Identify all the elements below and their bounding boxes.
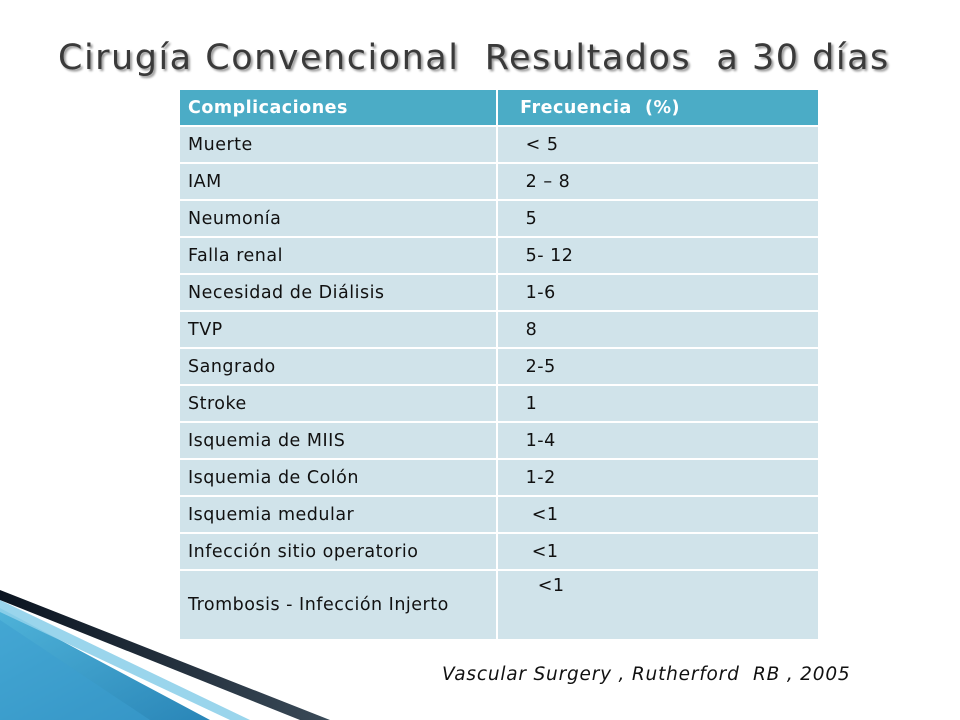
cell-frequency: 2-5 [496, 348, 818, 386]
table-row: Neumonía 5 [180, 200, 818, 238]
cell-complication: Isquemia de Colón [180, 459, 498, 497]
cell-complication: IAM [180, 163, 498, 201]
cell-complication: TVP [180, 311, 498, 349]
table-row: Muerte < 5 [180, 126, 818, 164]
cell-complication: Isquemia medular [180, 496, 498, 534]
cell-frequency: 1-4 [496, 422, 818, 460]
table-row: Falla renal 5- 12 [180, 237, 818, 275]
complications-table: Complicaciones Frecuencia (%) Muerte < 5… [180, 90, 818, 641]
decorative-corner-swoosh [0, 590, 330, 720]
table-row: TVP 8 [180, 311, 818, 349]
table-row: Necesidad de Diálisis 1-6 [180, 274, 818, 312]
cell-frequency: <1 [496, 533, 818, 571]
cell-complication: Falla renal [180, 237, 498, 275]
cell-frequency: 1 [496, 385, 818, 423]
table-row: Isquemia de Colón 1-2 [180, 459, 818, 497]
table-row: Trombosis - Infección Injerto <1 [180, 570, 818, 641]
table-header-row: Complicaciones Frecuencia (%) [180, 90, 818, 127]
cell-frequency: 5 [496, 200, 818, 238]
cell-frequency: 2 – 8 [496, 163, 818, 201]
cell-complication: Stroke [180, 385, 498, 423]
cell-frequency: 5- 12 [496, 237, 818, 275]
cell-frequency: <1 [496, 570, 818, 641]
table-row: Isquemia de MIIS 1-4 [180, 422, 818, 460]
cell-frequency: <1 [496, 496, 818, 534]
table-row: Isquemia medular <1 [180, 496, 818, 534]
cell-complication: Infección sitio operatorio [180, 533, 498, 571]
cell-complication: Isquemia de MIIS [180, 422, 498, 460]
header-complicaciones: Complicaciones [180, 90, 498, 127]
cell-frequency: 1-2 [496, 459, 818, 497]
table-row: IAM 2 – 8 [180, 163, 818, 201]
cell-frequency: 8 [496, 311, 818, 349]
header-frecuencia: Frecuencia (%) [496, 90, 818, 127]
table-row: Infección sitio operatorio <1 [180, 533, 818, 571]
citation: Vascular Surgery , Rutherford RB , 2005 [442, 664, 851, 685]
cell-complication: Sangrado [180, 348, 498, 386]
table-row: Stroke 1 [180, 385, 818, 423]
cell-frequency: < 5 [496, 126, 818, 164]
cell-complication: Muerte [180, 126, 498, 164]
cell-complication: Necesidad de Diálisis [180, 274, 498, 312]
cell-frequency: 1-6 [496, 274, 818, 312]
cell-complication: Neumonía [180, 200, 498, 238]
slide-title: Cirugía Convencional Resultados a 30 día… [58, 38, 890, 78]
table-row: Sangrado 2-5 [180, 348, 818, 386]
cell-complication: Trombosis - Infección Injerto [180, 570, 498, 641]
